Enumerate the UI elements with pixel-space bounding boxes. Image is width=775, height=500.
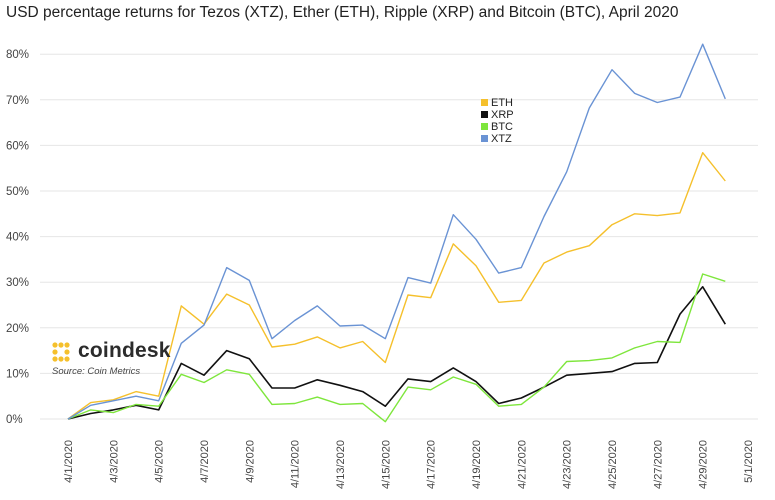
x-tick-label: 4/27/2020	[652, 440, 664, 489]
x-tick-label: 4/5/2020	[154, 440, 166, 483]
legend-swatch-btc	[481, 123, 488, 130]
logo-dot	[64, 349, 70, 355]
x-tick-label: 4/13/2020	[335, 440, 347, 489]
x-tick-label: 4/25/2020	[607, 440, 619, 489]
coindesk-logo-icon	[52, 342, 70, 362]
series-lines	[67, 43, 726, 423]
chart-title: USD percentage returns for Tezos (XTZ), …	[6, 4, 679, 21]
series-line-eth	[67, 151, 726, 420]
legend-swatch-eth	[481, 99, 488, 106]
x-tick-label: 4/21/2020	[516, 440, 528, 489]
x-tick-label: 4/11/2020	[290, 440, 302, 488]
y-tick-label: 80%	[6, 49, 29, 61]
x-tick-label: 4/15/2020	[380, 440, 392, 489]
x-tick-label: 4/23/2020	[562, 440, 574, 489]
logo-dot	[64, 356, 70, 362]
x-tick-label: 4/29/2020	[698, 440, 710, 489]
legend-label-xtz: XTZ	[491, 133, 512, 145]
x-tick-label: 5/1/2020	[743, 440, 755, 483]
legend-swatch-xtz	[481, 135, 488, 142]
logo-dot	[58, 356, 64, 362]
logo-dot	[52, 349, 58, 355]
logo-dot	[52, 356, 58, 362]
x-axis-ticks: 4/1/2020 4/3/2020 4/5/2020 4/7/2020 4/9/2020…	[63, 440, 755, 489]
y-tick-label: 70%	[6, 95, 29, 107]
y-tick-label: 60%	[6, 140, 29, 152]
gridlines	[40, 53, 758, 420]
y-tick-label: 20%	[6, 323, 29, 335]
x-tick-label: 4/1/2020	[63, 440, 75, 483]
x-tick-label: 4/9/2020	[244, 440, 256, 483]
logo-dot	[64, 342, 70, 348]
y-tick-label: 30%	[6, 277, 29, 289]
x-tick-label: 4/19/2020	[471, 440, 483, 489]
series-line-xrp	[67, 285, 726, 420]
legend-label-btc: BTC	[491, 121, 513, 133]
series-line-btc	[67, 273, 726, 423]
legend-label-xrp: XRP	[491, 109, 514, 121]
y-tick-label: 0%	[6, 414, 23, 426]
legend-label-eth: ETH	[491, 97, 513, 109]
legend-swatch-xrp	[481, 111, 488, 118]
x-tick-label: 4/3/2020	[108, 440, 120, 483]
y-tick-label: 50%	[6, 186, 29, 198]
logo-dot	[52, 342, 58, 348]
x-tick-label: 4/17/2020	[426, 440, 438, 489]
logo-dot	[58, 342, 64, 348]
y-tick-label: 10%	[6, 368, 29, 380]
x-tick-label: 4/7/2020	[199, 440, 211, 483]
series-line-xtz	[67, 43, 726, 420]
coindesk-wordmark: coindesk	[78, 339, 171, 362]
y-axis-ticks: 0% 10% 20% 30% 40% 50% 60% 70% 80%	[6, 49, 29, 426]
y-tick-label: 40%	[6, 232, 29, 244]
source-note: Source: Coin Metrics	[52, 366, 141, 377]
